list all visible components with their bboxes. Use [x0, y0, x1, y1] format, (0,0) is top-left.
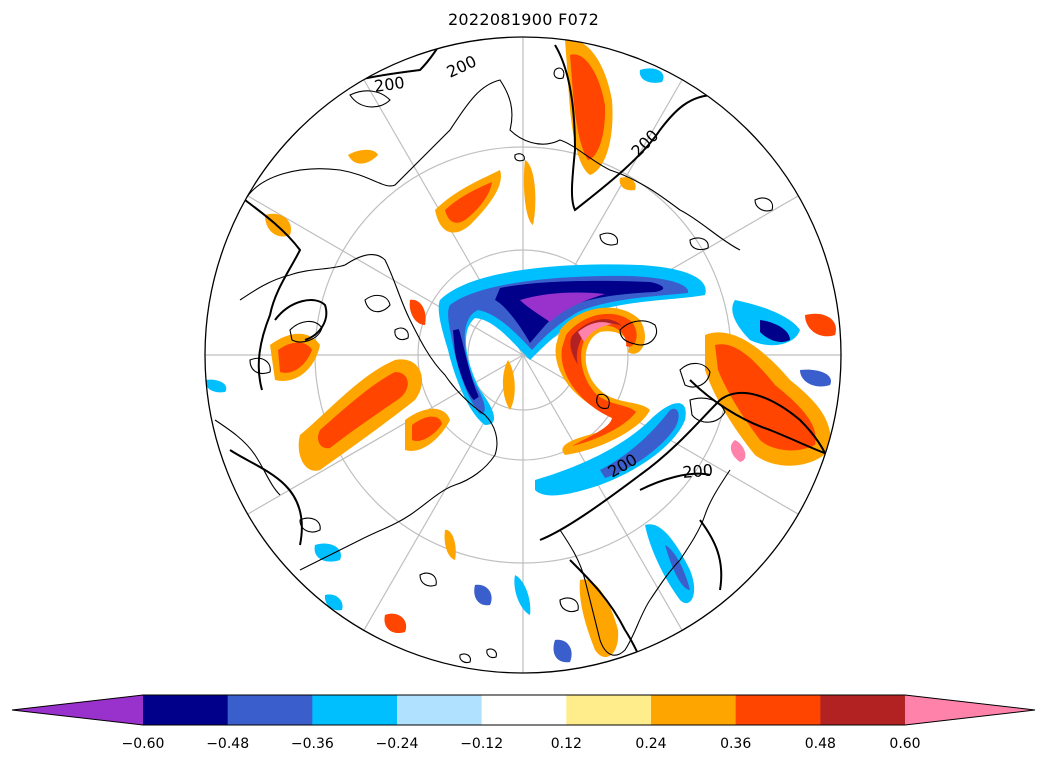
colorbar-tick-label: −0.12	[460, 736, 504, 752]
map-title: 2022081900 F072	[447, 10, 600, 29]
colorbar-tick-label: −0.48	[206, 736, 250, 752]
colorbar-cell	[143, 695, 229, 725]
colorbar-tick-label: −0.24	[375, 736, 419, 752]
polar-stereographic-map: 200 200 200 200 200	[204, 36, 842, 674]
filled-contours	[205, 39, 836, 663]
colorbar-cell	[481, 695, 567, 725]
colorbar-outline	[11, 694, 1036, 726]
colorbar-tick-label: 0.24	[635, 736, 667, 752]
colorbar-extend-max	[905, 695, 1035, 725]
map-boundary	[204, 36, 842, 674]
colorbar-tick-label: −0.60	[121, 736, 165, 752]
contour-label: 200	[373, 73, 406, 96]
contour-label: 200	[682, 460, 714, 482]
negative-anomaly-southeast	[535, 403, 686, 496]
colorbar-tick-label: −0.36	[290, 736, 334, 752]
contour-label: 200	[444, 51, 480, 81]
colorbar-cell	[820, 695, 906, 725]
colorbar-cell	[227, 695, 313, 725]
contour-label: 200	[627, 126, 662, 161]
colorbar-cell	[566, 695, 652, 725]
colorbar-tick-label: 0.36	[720, 736, 752, 752]
colorbar-cell	[651, 695, 737, 725]
colorbar-cell	[312, 695, 398, 725]
colorbar-tick-label: 0.12	[550, 736, 582, 752]
geopotential-contours	[229, 37, 831, 673]
colorbar-cell	[397, 695, 483, 725]
colorbar-tick-label: 0.60	[889, 736, 921, 752]
colorbar-tick-label: 0.48	[804, 736, 836, 752]
colorbar	[11, 694, 1036, 726]
colorbar-extend-min	[12, 695, 143, 725]
colorbar-cell	[735, 695, 821, 725]
